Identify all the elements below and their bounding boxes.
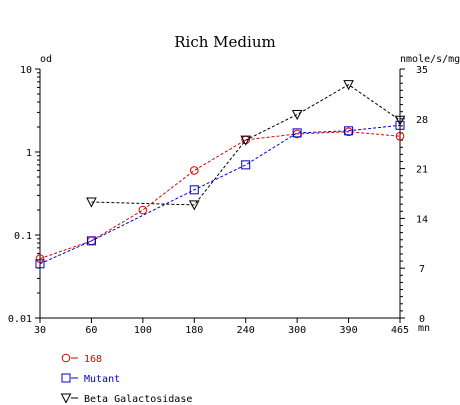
data-point	[291, 110, 303, 121]
left-axis-label: od	[40, 54, 52, 65]
x-tick-label: 300	[288, 325, 306, 336]
axes: 10 1 0.1 0.01 35 28 21 14 7 0 30 60 100 180 240 300 390 4…	[8, 65, 428, 336]
x-tick-label: 60	[85, 325, 97, 336]
data-point	[344, 126, 354, 136]
data-point	[395, 131, 405, 141]
legend-label: Mutant	[84, 374, 120, 385]
right-tick-label: 14	[416, 214, 428, 225]
series-layer	[35, 80, 406, 269]
x-unit-label: mn	[418, 323, 430, 334]
left-tick-label: 0.01	[8, 314, 32, 325]
data-point	[86, 197, 97, 208]
legend-marker	[61, 373, 71, 383]
series-line-1	[39, 131, 401, 260]
x-tick-label: 240	[237, 325, 255, 336]
right-tick-label: 0	[419, 314, 425, 325]
data-point	[395, 120, 405, 130]
legend: 168 Mutant Beta Galactosidase	[60, 353, 192, 405]
left-tick-label: 0.1	[14, 231, 32, 242]
data-point	[240, 135, 252, 146]
chart-title: Rich Medium	[174, 33, 275, 51]
right-tick-label: 21	[416, 165, 428, 176]
data-point	[188, 200, 200, 211]
left-tick-label: 10	[20, 65, 32, 76]
data-point	[35, 254, 45, 263]
x-tick-label: 180	[185, 325, 203, 336]
x-tick-label: 390	[340, 325, 358, 336]
data-point	[189, 185, 199, 195]
legend-marker	[61, 353, 71, 363]
data-point	[35, 259, 45, 269]
right-tick-label: 28	[416, 115, 428, 126]
x-tick-label: 465	[391, 325, 409, 336]
data-point	[189, 166, 199, 175]
left-tick-label: 1	[26, 148, 32, 159]
data-point	[241, 160, 251, 170]
legend-label: 168	[84, 354, 102, 365]
right-tick-label: 7	[419, 264, 425, 275]
series-line-2	[39, 124, 401, 265]
x-tick-label: 100	[134, 325, 152, 336]
data-point	[394, 115, 406, 126]
legend-marker	[60, 393, 72, 404]
data-point	[343, 80, 354, 91]
series-line-3	[91, 84, 401, 206]
right-axis-label: nmole/s/mg	[400, 54, 460, 65]
legend-label: Beta Galactosidase	[84, 394, 192, 405]
x-tick-label: 30	[34, 325, 46, 336]
data-point	[138, 205, 148, 215]
right-tick-label: 35	[416, 65, 428, 76]
data-point	[292, 128, 302, 138]
data-point	[86, 236, 96, 246]
